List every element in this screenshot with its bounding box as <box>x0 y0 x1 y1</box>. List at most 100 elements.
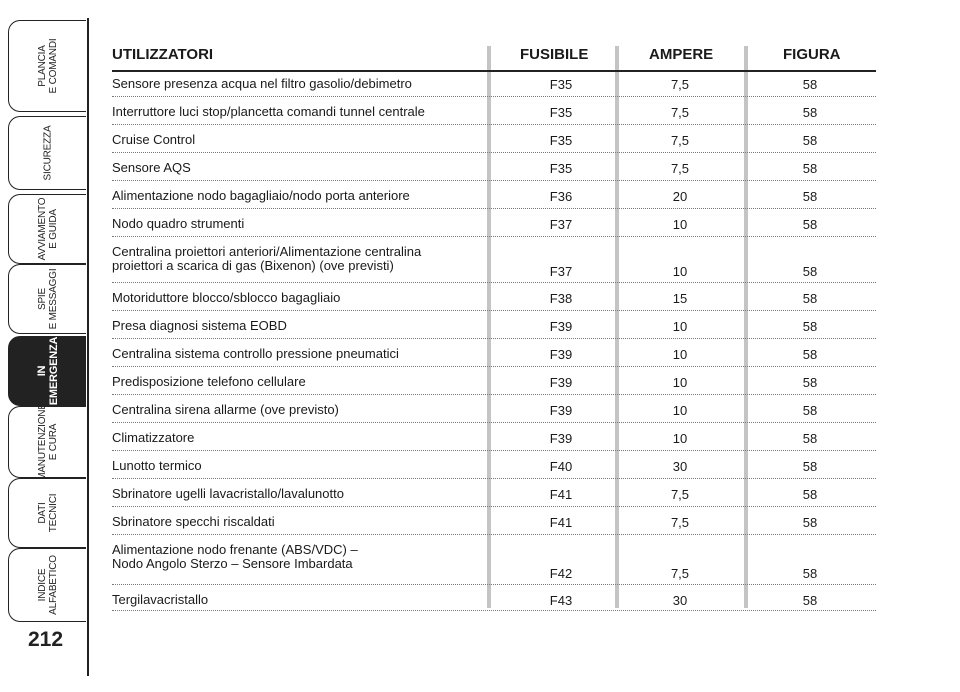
ampere-cell: 7,5 <box>670 566 690 581</box>
utilizzatore-cell: Presa diagnosi sistema EOBD <box>112 318 287 333</box>
row-divider <box>112 180 876 181</box>
table-row: Sbrinatore specchi riscaldati F41 7,5 58 <box>112 511 876 535</box>
figura-cell: 58 <box>802 566 818 581</box>
table-row: Nodo quadro strumenti F37 10 58 <box>112 213 876 237</box>
table-row: Interruttore luci stop/plancetta comandi… <box>112 101 876 125</box>
row-divider <box>112 506 876 507</box>
figura-cell: 58 <box>802 431 818 446</box>
figura-cell: 58 <box>802 133 818 148</box>
utilizzatore-cell: Interruttore luci stop/plancetta comandi… <box>112 104 425 119</box>
ampere-cell: 30 <box>672 593 688 608</box>
figura-cell: 58 <box>802 77 818 92</box>
ampere-cell: 10 <box>672 347 688 362</box>
row-divider <box>112 584 876 585</box>
ampere-cell: 30 <box>672 459 688 474</box>
row-divider <box>112 478 876 479</box>
fusibile-cell: F39 <box>549 319 573 334</box>
figura-cell: 58 <box>802 403 818 418</box>
table-row: Predisposizione telefono cellulare F39 10 5… <box>112 371 876 395</box>
table-row: Presa diagnosi sistema EOBD F39 10 58 <box>112 315 876 339</box>
tab-manutenzione-e-cura[interactable]: MANUTENZIONE E CURA <box>8 403 86 481</box>
tab-spie-e-messaggi[interactable]: SPIE E MESSAGGI <box>8 264 86 334</box>
header-utilizzatori: UTILIZZATORI <box>112 46 214 63</box>
fusibile-cell: F41 <box>549 515 573 530</box>
figura-cell: 58 <box>802 593 818 608</box>
ampere-cell: 7,5 <box>670 515 690 530</box>
utilizzatore-cell: Tergilavacristallo <box>112 592 209 607</box>
utilizzatore-cell: Sensore AQS <box>112 160 191 175</box>
fusibile-cell: F35 <box>549 77 573 92</box>
tab-label: SPIE E MESSAGGI <box>36 268 59 330</box>
utilizzatore-cell: Alimentazione nodo frenante (ABS/VDC) – … <box>112 542 358 571</box>
utilizzatore-cell: Alimentazione nodo bagagliaio/nodo porta… <box>112 188 410 203</box>
utilizzatore-cell: Centralina sistema controllo pressione p… <box>112 346 399 361</box>
row-divider <box>112 236 876 237</box>
fusibile-cell: F41 <box>549 487 573 502</box>
ampere-cell: 10 <box>672 264 688 279</box>
table-row: Alimentazione nodo bagagliaio/nodo porta… <box>112 185 876 209</box>
table-row: Sensore presenza acqua nel filtro gasoli… <box>112 73 876 97</box>
tab-plancia-e-comandi[interactable]: PLANCIA E COMANDI <box>8 20 86 112</box>
tab-label: INDICE ALFABETICO <box>36 555 59 615</box>
chapter-tabs: PLANCIA E COMANDI SICUREZZA AVVIAMENTO E… <box>0 0 96 692</box>
tab-avviamento-e-guida[interactable]: AVVIAMENTO E GUIDA <box>8 194 86 264</box>
header-figura: FIGURA <box>783 46 841 63</box>
tab-indice-alfabetico[interactable]: INDICE ALFABETICO <box>8 548 86 622</box>
utilizzatore-cell: Predisposizione telefono cellulare <box>112 374 306 389</box>
tab-in-emergenza[interactable]: IN EMERGENZA <box>8 336 86 406</box>
figura-cell: 58 <box>802 515 818 530</box>
ampere-cell: 7,5 <box>670 133 690 148</box>
utilizzatore-cell: Cruise Control <box>112 132 196 147</box>
ampere-cell: 7,5 <box>670 161 690 176</box>
figura-cell: 58 <box>802 347 818 362</box>
fusibile-cell: F35 <box>549 133 573 148</box>
fusibile-cell: F43 <box>549 593 573 608</box>
tab-sicurezza[interactable]: SICUREZZA <box>8 116 86 190</box>
ampere-cell: 7,5 <box>670 77 690 92</box>
fusibile-cell: F39 <box>549 431 573 446</box>
tab-dati-tecnici[interactable]: DATI TECNICI <box>8 478 86 548</box>
fusibile-cell: F35 <box>549 161 573 176</box>
table-row: Centralina sirena allarme (ove previsto)… <box>112 399 876 423</box>
figura-cell: 58 <box>802 105 818 120</box>
fusibile-cell: F35 <box>549 105 573 120</box>
header-ampere: AMPERE <box>649 46 714 63</box>
figura-cell: 58 <box>802 264 818 279</box>
figura-cell: 58 <box>802 217 818 232</box>
figura-cell: 58 <box>802 459 818 474</box>
figura-cell: 58 <box>802 319 818 334</box>
ampere-cell: 7,5 <box>670 105 690 120</box>
row-divider <box>112 534 876 535</box>
column-separator <box>487 46 491 608</box>
utilizzatore-cell: Motoriduttore blocco/sblocco bagagliaio <box>112 290 341 305</box>
figura-cell: 58 <box>802 161 818 176</box>
utilizzatore-cell: Climatizzatore <box>112 430 195 445</box>
fusibile-cell: F39 <box>549 375 573 390</box>
ampere-cell: 7,5 <box>670 487 690 502</box>
table-row: Tergilavacristallo F43 30 58 <box>112 589 876 611</box>
page-number: 212 <box>28 628 64 651</box>
row-divider <box>112 124 876 125</box>
fusibile-cell: F37 <box>549 217 573 232</box>
ampere-cell: 10 <box>672 403 688 418</box>
utilizzatore-cell: Centralina proiettori anteriori/Alimenta… <box>112 244 422 273</box>
fusibile-cell: F38 <box>549 291 573 306</box>
utilizzatore-cell: Nodo quadro strumenti <box>112 216 245 231</box>
ampere-cell: 10 <box>672 217 688 232</box>
figura-cell: 58 <box>802 291 818 306</box>
table-row: Sensore AQS F35 7,5 58 <box>112 157 876 181</box>
tab-label: SICUREZZA <box>42 125 53 181</box>
utilizzatore-cell: Lunotto termico <box>112 458 202 473</box>
table-row: Lunotto termico F40 30 58 <box>112 455 876 479</box>
row-divider <box>112 310 876 311</box>
table-row: Alimentazione nodo frenante (ABS/VDC) – … <box>112 539 876 585</box>
header-rule <box>112 70 876 72</box>
column-separator <box>744 46 748 608</box>
fusibile-cell: F40 <box>549 459 573 474</box>
fusibile-cell: F36 <box>549 189 573 204</box>
figura-cell: 58 <box>802 189 818 204</box>
row-divider <box>112 366 876 367</box>
row-divider <box>112 208 876 209</box>
utilizzatore-cell: Sbrinatore ugelli lavacristallo/lavaluno… <box>112 486 344 501</box>
tab-divider-line <box>87 18 89 676</box>
